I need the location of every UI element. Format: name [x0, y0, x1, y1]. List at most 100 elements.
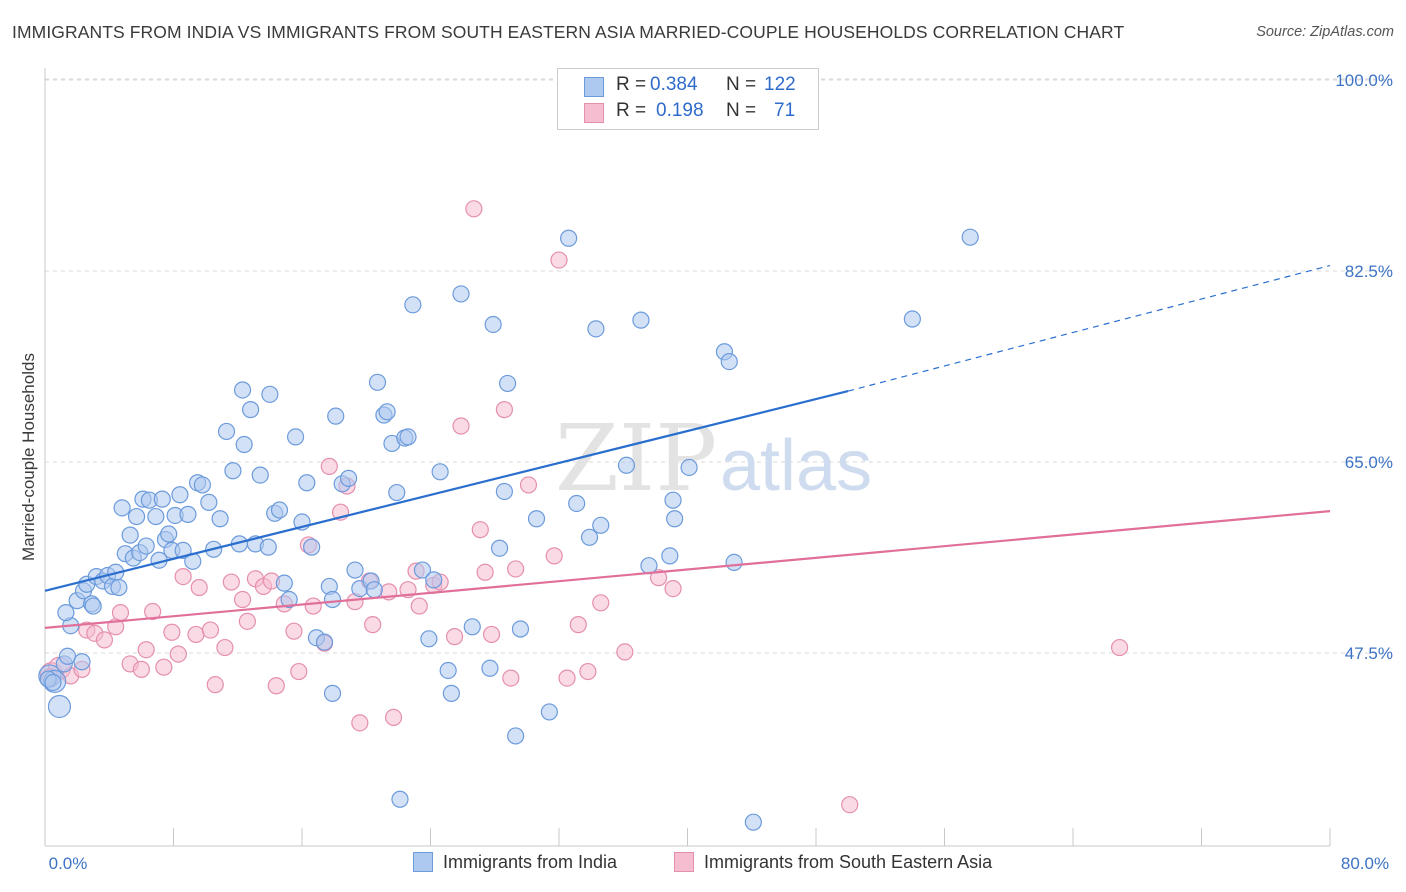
data-point [410, 597, 428, 615]
y-tick-label: 47.5% [1345, 644, 1393, 663]
stats-legend: R = 0.384 N = 122 R = 0.198 N = 71 [557, 68, 819, 130]
data-point [365, 581, 383, 599]
data-point [384, 708, 403, 726]
data-point [320, 457, 338, 475]
data-point [587, 320, 605, 338]
india-legend-swatch [413, 852, 433, 872]
x-tick-label: 80.0% [1341, 854, 1389, 873]
data-point [592, 516, 610, 534]
data-point [617, 456, 636, 474]
data-point [137, 641, 155, 659]
data-point [275, 574, 293, 592]
n-label: N = [726, 74, 757, 95]
legend-item-india: Immigrants from India [413, 852, 617, 873]
data-point [640, 557, 658, 575]
india-trend-extension [847, 264, 1331, 392]
data-point [113, 499, 131, 517]
data-point [171, 486, 189, 504]
data-point [592, 594, 610, 612]
india-trend-line [44, 389, 849, 592]
data-point [233, 590, 252, 609]
data-point [404, 296, 422, 314]
data-point [270, 501, 289, 519]
data-point [550, 251, 568, 269]
x-tick-label: 0.0% [49, 854, 88, 873]
data-point [251, 466, 269, 484]
india-points-layer [38, 228, 979, 831]
data-point [57, 604, 75, 622]
data-point [445, 628, 464, 646]
data-point [144, 602, 162, 621]
r-value: 0.198 [656, 100, 704, 121]
data-point [304, 597, 322, 615]
data-point [841, 796, 859, 814]
data-point [507, 560, 525, 578]
legend-item-sea: Immigrants from South Eastern Asia [674, 852, 992, 873]
n-value: 122 [764, 74, 796, 95]
data-point [224, 462, 242, 480]
data-point [560, 229, 578, 247]
data-point [298, 474, 316, 492]
watermark: ZIP atlas [555, 405, 872, 512]
data-point [200, 493, 218, 511]
data-point [616, 643, 634, 661]
data-point [58, 647, 77, 665]
sea-swatch [584, 103, 604, 123]
data-point [439, 661, 457, 680]
data-point [545, 547, 563, 565]
source-credit: Source: ZipAtlas.com [1256, 24, 1394, 40]
data-point [323, 590, 342, 609]
data-point [431, 463, 449, 481]
data-point [481, 659, 499, 677]
data-point [147, 507, 165, 526]
data-point [187, 625, 205, 644]
data-point [961, 228, 979, 246]
watermark-zip: ZIP [555, 405, 717, 512]
data-point [413, 561, 432, 579]
legend-label: Immigrants from India [443, 852, 618, 872]
data-point [235, 435, 253, 454]
n-label: N = [726, 100, 757, 121]
data-point [179, 505, 197, 523]
data-point [206, 676, 224, 694]
data-point [323, 684, 342, 702]
data-point [680, 458, 698, 477]
data-point [193, 476, 212, 494]
data-point [267, 677, 285, 695]
data-point [661, 547, 679, 565]
data-point [1110, 638, 1129, 657]
data-point [632, 311, 650, 329]
data-point [471, 521, 489, 539]
data-point [95, 631, 114, 649]
data-point [346, 561, 364, 579]
data-point [378, 403, 396, 421]
n-value: 71 [774, 100, 796, 121]
data-point [127, 507, 146, 526]
data-point [495, 482, 513, 501]
y-tick-label: 100.0% [1335, 71, 1393, 90]
data-point [725, 553, 743, 572]
data-point [286, 428, 305, 446]
data-point [499, 374, 517, 393]
data-point [511, 620, 530, 638]
data-point [649, 569, 668, 587]
data-point [425, 571, 443, 589]
data-point [153, 490, 171, 508]
data-point [303, 538, 321, 556]
data-point [666, 510, 684, 528]
data-point [174, 567, 192, 586]
data-point [482, 625, 501, 644]
data-point [315, 633, 334, 651]
legend-label: Immigrants from South Eastern Asia [704, 852, 993, 872]
y-tick-label: 82.5% [1345, 262, 1393, 281]
r-label: R = [616, 100, 647, 121]
sea-legend-swatch [674, 852, 694, 872]
data-point [391, 790, 409, 808]
data-point [527, 510, 546, 528]
data-point [163, 623, 181, 641]
data-point [579, 662, 597, 681]
data-point [490, 539, 509, 557]
data-point [368, 373, 387, 391]
data-point [364, 616, 382, 634]
